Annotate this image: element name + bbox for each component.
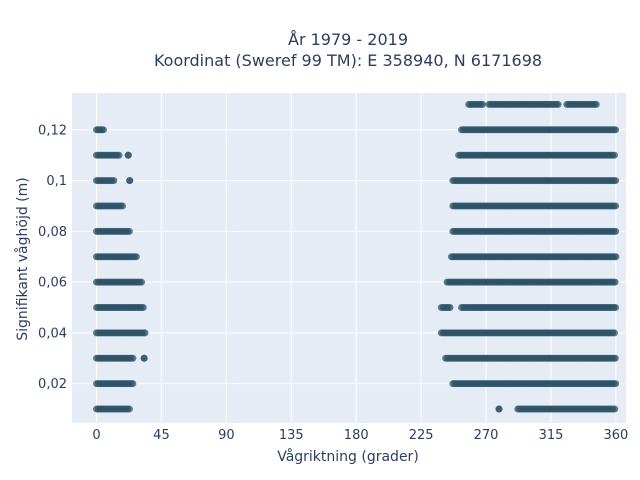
x-tick-label: 0 — [92, 428, 100, 443]
tick-labels: 0 45 90 135 180 225 270 315 360 0,02 0,04 0,06 0,08 0… — [38, 123, 628, 443]
data-point — [141, 329, 149, 337]
data-point — [118, 202, 126, 210]
x-tick-label: 360 — [603, 428, 628, 443]
data-point — [592, 100, 600, 108]
data-point — [140, 354, 148, 362]
data-point — [115, 151, 123, 159]
x-tick-label: 315 — [539, 428, 564, 443]
data-point — [479, 100, 487, 108]
y-tick-label: 0,08 — [38, 225, 67, 240]
data-point — [125, 227, 133, 235]
y-tick-label: 0,1 — [46, 174, 67, 189]
y-tick-label: 0,04 — [38, 326, 67, 341]
x-tick-label: 45 — [153, 428, 170, 443]
x-tick-label: 90 — [218, 428, 235, 443]
y-tick-label: 0,06 — [38, 276, 67, 291]
data-points — [93, 100, 620, 413]
data-point — [610, 151, 618, 159]
chart-title-line-1: År 1979 - 2019 — [288, 30, 408, 49]
data-point — [124, 151, 132, 159]
data-point — [125, 405, 133, 413]
data-point — [611, 278, 619, 286]
y-axis-title: Signifikant våghöjd (m) — [14, 177, 31, 340]
y-tick-label: 0,12 — [38, 123, 67, 138]
data-point — [495, 405, 503, 413]
data-point — [612, 126, 620, 134]
data-point — [612, 380, 620, 388]
data-point — [129, 354, 137, 362]
x-tick-label: 270 — [474, 428, 499, 443]
data-point — [612, 202, 620, 210]
data-point — [99, 126, 107, 134]
x-axis-title: Vågriktning (grader) — [277, 448, 419, 465]
x-tick-label: 180 — [344, 428, 369, 443]
data-point — [611, 354, 619, 362]
data-point — [610, 329, 618, 337]
data-point — [132, 253, 140, 261]
x-tick-label: 225 — [409, 428, 434, 443]
data-point — [612, 304, 620, 311]
data-point — [612, 253, 620, 261]
data-point — [139, 304, 147, 311]
data-point — [129, 380, 137, 388]
data-point — [138, 278, 146, 286]
data-point — [612, 227, 620, 235]
data-point — [554, 100, 562, 108]
y-tick-label: 0,02 — [38, 377, 67, 392]
data-point — [612, 177, 620, 185]
chart-title-line-2: Koordinat (Sweref 99 TM): E 358940, N 61… — [154, 51, 542, 70]
data-point — [126, 177, 134, 185]
data-point — [110, 177, 118, 185]
data-point — [611, 405, 619, 413]
data-point — [446, 304, 454, 311]
x-tick-label: 135 — [279, 428, 304, 443]
